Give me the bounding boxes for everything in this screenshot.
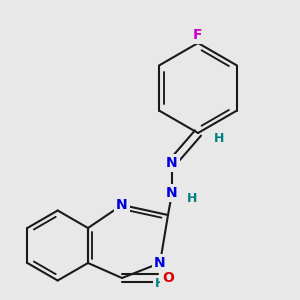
Text: H: H	[187, 191, 197, 205]
Text: H: H	[155, 277, 165, 290]
Text: O: O	[162, 271, 174, 285]
Text: N: N	[166, 156, 178, 170]
Text: N: N	[116, 198, 128, 212]
Text: H: H	[214, 133, 224, 146]
Text: F: F	[193, 28, 203, 42]
Text: N: N	[166, 186, 178, 200]
Text: N: N	[154, 256, 166, 270]
